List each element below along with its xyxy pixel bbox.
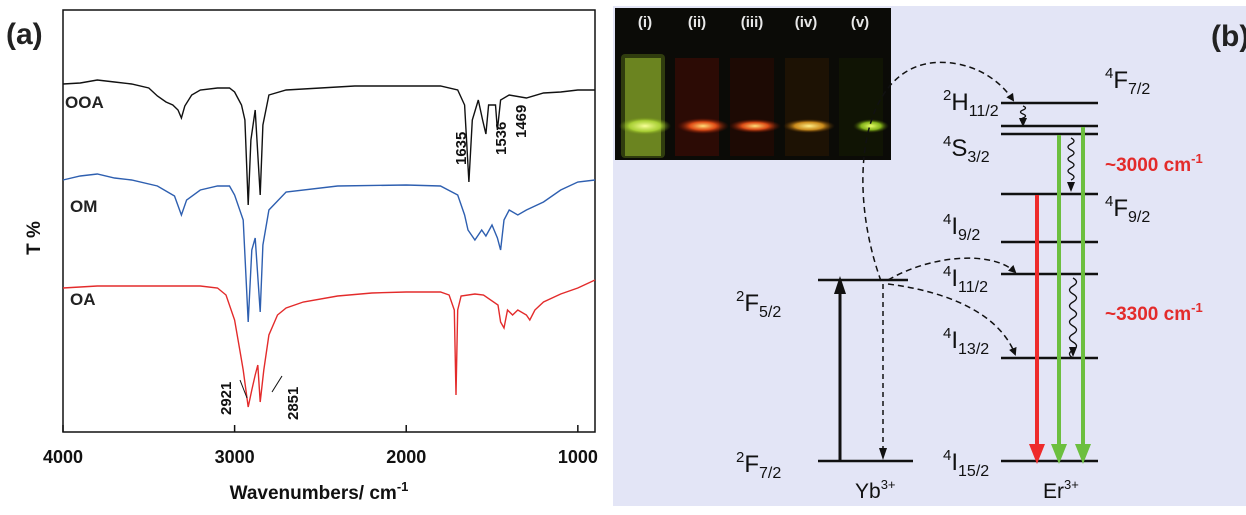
gap-label-3300: ~3300 cm-1 (1105, 300, 1203, 325)
energy-level-diagram: 2F5/2 2F7/2 4F7/2 2H11/2 4S3/2 4F9/2 4I9… (736, 61, 1203, 503)
nonradiative-wave-3 (1068, 277, 1078, 359)
x-tick-label: 2000 (386, 447, 426, 467)
x-axis-label: Wavenumbers/ cm-1 (230, 479, 409, 504)
vial-label-v: (v) (850, 14, 870, 31)
x-tick-label: 3000 (215, 447, 255, 467)
vials-photo: (i) (ii) (iii) (iv) (v) (615, 8, 891, 160)
er-label-4f72: 4F7/2 (1105, 65, 1150, 98)
x-ticks: 4000 3000 2000 1000 (43, 425, 598, 467)
plot-frame (62, 9, 596, 433)
panel-b-energy-diagram: (i) (ii) (iii) (iv) (v) (b) (613, 6, 1246, 506)
series-label-om: OM (70, 197, 97, 216)
energy-transfer-to-4i132 (887, 283, 1017, 356)
annotation-1536: 1536 (493, 122, 510, 155)
er-label-2h112: 2H11/2 (943, 87, 999, 120)
annotation-1469: 1469 (513, 105, 530, 138)
annotation-2851: 2851 (285, 387, 302, 420)
panel-a-label: (a) (6, 18, 43, 51)
yb-label-2f52: 2F5/2 (736, 288, 781, 321)
panel-b-label: (b) (1211, 20, 1246, 53)
series-label-oa: OA (70, 290, 96, 309)
er-label-4s32: 4S3/2 (943, 133, 990, 166)
series-line-om (62, 173, 596, 323)
series-lines (62, 79, 596, 408)
x-tick-label: 1000 (558, 447, 598, 467)
ion-label-yb: Yb3+ (855, 477, 896, 503)
vial-label-iv: (iv) (794, 14, 818, 31)
er-label-4i132: 4I13/2 (943, 325, 989, 358)
gap-label-3000: ~3000 cm-1 (1105, 151, 1203, 176)
ftir-chart: 4000 3000 2000 1000 T % Wavenumbers/ cm-1 O… (24, 9, 598, 504)
energy-transfer-to-4i112 (887, 257, 1017, 281)
vial-label-i: (i) (637, 14, 653, 31)
ion-label-er: Er3+ (1043, 477, 1079, 503)
annotation-1635: 1635 (453, 132, 470, 165)
series-line-oa (62, 279, 596, 408)
series-label-ooa: OOA (65, 93, 104, 112)
vial-label-ii: (ii) (687, 14, 707, 31)
energy-transfer-to-4f72 (862, 61, 1015, 282)
panel-a-ftir: (a) 4000 3000 2000 1000 T % Wavenumbers/ cm… (0, 0, 605, 515)
vial-label-iii: (iii) (740, 14, 764, 31)
x-tick-label: 4000 (43, 447, 83, 467)
series-line-ooa (62, 79, 595, 206)
nonradiative-wave-2 (1067, 137, 1075, 181)
er-label-4f92: 4F9/2 (1105, 193, 1150, 226)
yb-label-2f72: 2F7/2 (736, 449, 781, 482)
er-label-4i152: 4I15/2 (943, 447, 989, 480)
vials-glow (619, 54, 889, 158)
annotation-2921: 2921 (218, 382, 235, 415)
er-label-4i112: 4I11/2 (943, 263, 988, 296)
er-label-4i92: 4I9/2 (943, 211, 980, 244)
y-axis-label: T % (24, 221, 45, 255)
